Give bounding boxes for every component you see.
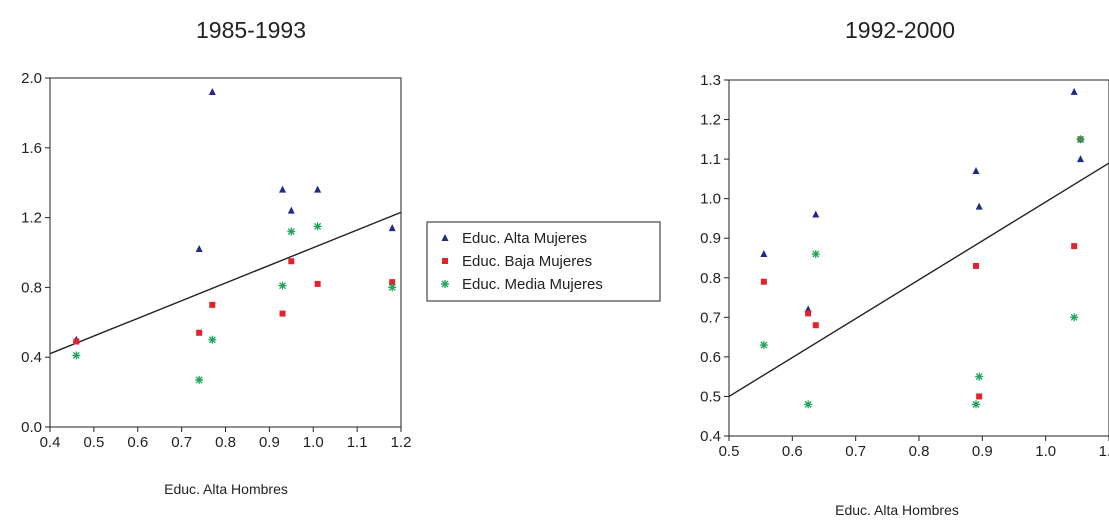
fit-line-group — [49, 211, 402, 355]
data-point — [811, 250, 820, 259]
data-points — [759, 87, 1085, 409]
data-point — [1076, 135, 1085, 144]
y-tick-label: 1.1 — [700, 151, 721, 168]
data-point — [760, 250, 768, 258]
y-tick-label: 1.2 — [700, 112, 721, 129]
data-point — [1077, 155, 1084, 163]
chart-title: 1985-1993 — [196, 17, 306, 43]
x-tick-label: 1.0 — [1035, 443, 1056, 460]
data-point — [313, 222, 322, 231]
x-tick-label: 0.8 — [215, 434, 236, 451]
chart-title: 1992-2000 — [845, 17, 955, 43]
data-point — [804, 400, 813, 409]
legend-marker — [441, 280, 449, 288]
y-tick-label: 0.0 — [21, 419, 42, 436]
legend-label: Educ. Baja Mujeres — [462, 253, 592, 270]
x-tick-label: 0.6 — [127, 434, 148, 451]
data-point — [208, 87, 216, 95]
fit-line — [728, 162, 1109, 398]
data-point — [279, 310, 286, 317]
x-tick-label: 0.7 — [845, 443, 866, 460]
data-point — [388, 224, 396, 232]
legend-label: Educ. Alta Mujeres — [462, 230, 587, 247]
y-tick-label: 0.8 — [21, 279, 42, 296]
data-point — [278, 281, 287, 290]
data-point — [975, 372, 984, 381]
y-tick-label: 1.0 — [700, 191, 721, 208]
data-point — [1070, 313, 1079, 322]
data-point — [760, 278, 767, 285]
data-point — [314, 280, 321, 287]
chart-1985-1993: 1985-1993 0.4 0.5 0.6 0.7 0.8 0.9 1.0 1.1 1.2 0.0… — [21, 17, 411, 497]
data-point — [73, 338, 80, 345]
data-point — [975, 202, 983, 210]
data-point — [314, 185, 322, 193]
plot-frame — [728, 79, 1109, 437]
x-tick-label: 1.1 — [347, 434, 368, 451]
y-tick-label: 1.2 — [21, 210, 42, 227]
plot-frame — [49, 77, 402, 428]
data-point — [973, 262, 979, 269]
x-tick-label: 0.8 — [909, 443, 930, 460]
x-axis-label: Educ. Alta Hombres — [164, 481, 288, 497]
data-point — [812, 210, 820, 218]
data-point — [389, 279, 396, 286]
y-tick-label: 0.6 — [700, 349, 721, 366]
legend-marker — [442, 258, 448, 264]
y-tick-label: 0.4 — [21, 349, 42, 366]
data-point — [812, 322, 819, 329]
legend-box — [426, 221, 661, 302]
data-point — [759, 341, 768, 350]
x-tick-label: 1.0 — [303, 434, 324, 451]
fit-line-group — [728, 162, 1109, 398]
y-tick-label: 0.4 — [700, 428, 721, 445]
data-point — [287, 206, 295, 214]
data-point — [1070, 87, 1078, 95]
data-point — [195, 245, 203, 253]
y-tick-label: 0.8 — [700, 270, 721, 287]
data-point — [287, 227, 296, 236]
y-tick-label: 0.7 — [700, 309, 721, 326]
x-tick-label: 0.5 — [719, 443, 740, 460]
y-tick-label: 2.0 — [21, 70, 42, 87]
axis-ticks: 0.50.60.70.80.91.01.10.40.50.60.70.80.91… — [700, 72, 1109, 460]
x-axis-label: Educ. Alta Hombres — [835, 502, 959, 518]
data-point — [208, 335, 217, 344]
data-point — [972, 400, 980, 409]
data-point — [805, 310, 812, 317]
legend-marker — [441, 234, 449, 241]
y-tick-label: 0.5 — [700, 388, 721, 405]
y-tick-label: 1.3 — [700, 72, 721, 89]
x-tick-label: 0.9 — [972, 443, 993, 460]
data-point — [288, 258, 295, 265]
y-tick-label: 0.9 — [700, 230, 721, 247]
legend-item: Educ. Alta Mujeres — [441, 230, 587, 247]
legend-label: Educ. Media Mujeres — [462, 276, 603, 293]
x-tick-label: 0.5 — [83, 434, 104, 451]
y-tick-label: 1.6 — [21, 140, 42, 157]
axis-ticks: 0.4 0.5 0.6 0.7 0.8 0.9 1.0 1.1 1.20.00.40.81.21… — [21, 70, 411, 451]
data-point — [388, 283, 397, 292]
data-point — [209, 301, 216, 308]
legend-item: Educ. Media Mujeres — [441, 276, 603, 293]
data-point — [1071, 243, 1078, 250]
data-point — [976, 393, 983, 400]
fit-line — [49, 211, 402, 355]
data-point — [972, 166, 980, 174]
data-point — [72, 351, 81, 360]
data-point — [279, 185, 287, 193]
chart-1992-2000: 1992-2000 0.50.60.70.80.91.01.10.40.50.6… — [700, 17, 1109, 518]
data-point — [196, 329, 203, 336]
legend: Educ. Alta Mujeres Educ. Baja Mujeres Educ… — [426, 221, 661, 302]
x-tick-label: 0.4 — [40, 434, 61, 451]
data-points — [72, 87, 397, 384]
x-tick-label: 1.2 — [391, 434, 412, 451]
x-tick-label: 0.6 — [782, 443, 803, 460]
x-tick-label: 0.7 — [171, 434, 192, 451]
x-tick-label: 0.9 — [259, 434, 280, 451]
legend-item: Educ. Baja Mujeres — [442, 253, 592, 270]
data-point — [195, 375, 204, 384]
x-tick-label: 1.1 — [1099, 443, 1109, 460]
